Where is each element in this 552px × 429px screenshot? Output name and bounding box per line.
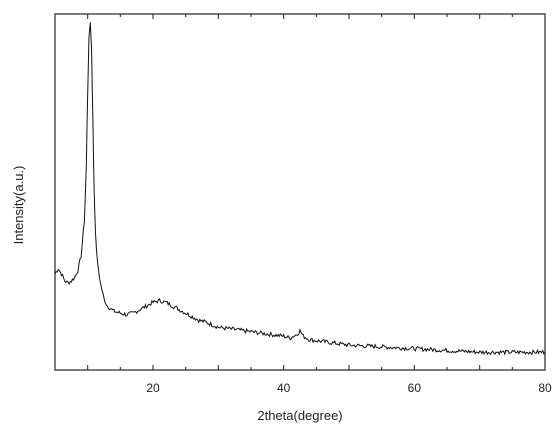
plot-frame [54, 13, 546, 371]
y-axis-title: Intensity(a.u.) [11, 166, 26, 245]
x-axis-ticks-top [87, 14, 546, 19]
x-tick-label: 20 [146, 381, 160, 395]
x-axis-tick-labels: 20 40 60 80 [146, 381, 552, 395]
series-line [54, 22, 546, 356]
x-tick-label: 40 [277, 381, 291, 395]
x-axis-title: 2theta(degree) [257, 408, 342, 423]
x-axis-ticks-bottom [87, 365, 546, 370]
x-tick-label: 80 [538, 381, 552, 395]
x-tick-label: 60 [408, 381, 422, 395]
